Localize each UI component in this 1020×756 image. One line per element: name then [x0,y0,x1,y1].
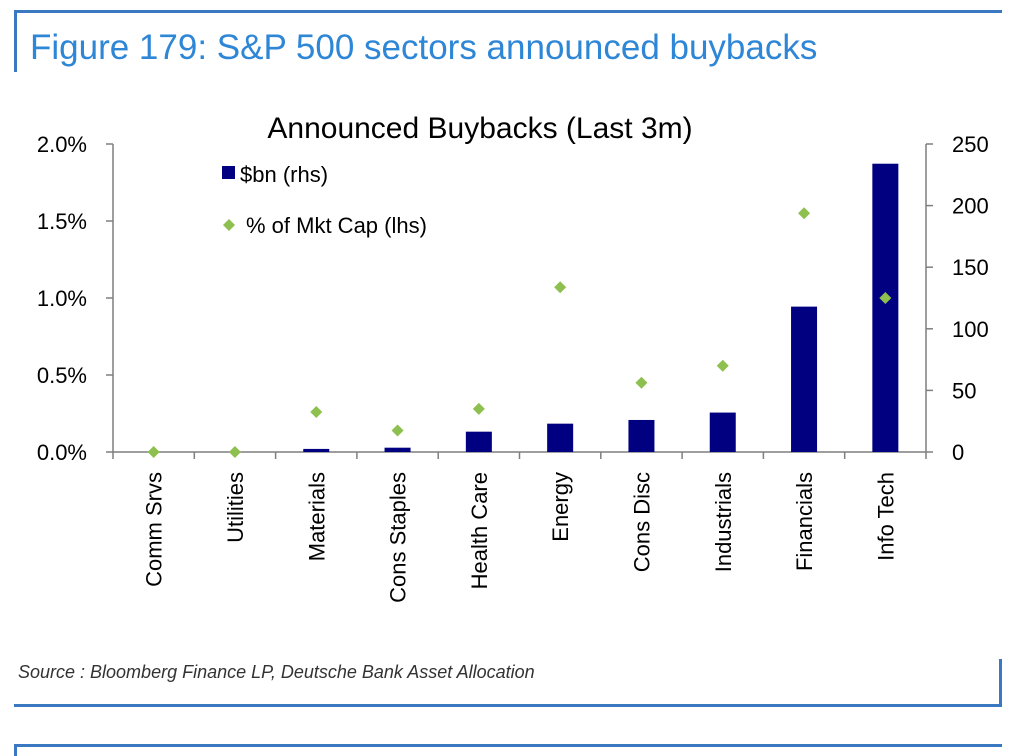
right-tick-label: 50 [952,378,976,403]
bar [628,419,655,452]
diamond-series [147,207,892,458]
left-tick-label: 1.5% [37,209,87,234]
diamond-point [472,402,485,415]
legend-diamond-swatch [223,219,235,231]
chart-title: Announced Buybacks (Last 3m) [267,112,692,145]
x-tick-label: Cons Disc [629,472,654,572]
x-tick-label: Utilities [223,472,248,543]
legend: $bn (rhs) % of Mkt Cap (lhs) [222,162,427,238]
right-tick-label: 0 [952,440,964,465]
bar [465,431,492,452]
buybacks-chart: Announced Buybacks (Last 3m) 0.0% 0.5% 1.0… [37,112,989,603]
bar [303,448,330,452]
x-tick-label: Energy [548,472,573,542]
bar [547,423,574,452]
axes: 0.0% 0.5% 1.0% 1.5% 2.0% 0 50 100 150 200 250 Comm … [37,132,989,603]
left-tick-label: 0.5% [37,363,87,388]
next-figure-left-border [14,744,17,756]
right-tick-label: 250 [952,132,989,157]
legend-bar-label: $bn (rhs) [240,162,328,187]
diamond-point [310,405,323,418]
diamond-point [879,292,892,304]
diamond-point [228,446,241,458]
bar [709,412,736,452]
bar [384,447,411,452]
left-tick-label: 1.0% [37,286,87,311]
diamond-point [635,376,648,389]
left-tick-label: 0.0% [37,440,87,465]
right-tick-label: 100 [952,317,989,342]
frame-left-border [14,10,17,72]
legend-diamond-label: % of Mkt Cap (lhs) [246,213,427,238]
frame-top-border [14,10,1002,13]
next-figure-top-border [14,744,1002,747]
x-tick-label: Financials [792,472,817,571]
frame-right-border [999,659,1002,707]
diamond-point [391,424,404,437]
diamond-point [554,281,567,294]
figure-title: Figure 179: S&P 500 sectors announced bu… [30,28,818,67]
legend-bar-swatch [222,166,235,179]
x-tick-label: Materials [304,472,329,561]
x-tick-label: Industrials [711,472,736,572]
x-tick-label: Health Care [467,472,492,589]
x-tick-label: Cons Staples [386,472,411,603]
x-tick-label: Comm Srvs [142,472,167,587]
diamond-point [716,359,729,372]
bar [872,163,899,452]
right-tick-label: 150 [952,255,989,280]
diamond-point [147,446,160,458]
diamond-point [798,207,811,220]
bar [791,306,818,452]
right-tick-label: 200 [952,194,989,219]
x-tick-label: Info Tech [873,472,898,561]
source-note: Source : Bloomberg Finance LP, Deutsche … [18,662,535,682]
left-tick-label: 2.0% [37,132,87,157]
frame-bottom-border [14,704,1002,707]
bar-series [303,163,899,452]
